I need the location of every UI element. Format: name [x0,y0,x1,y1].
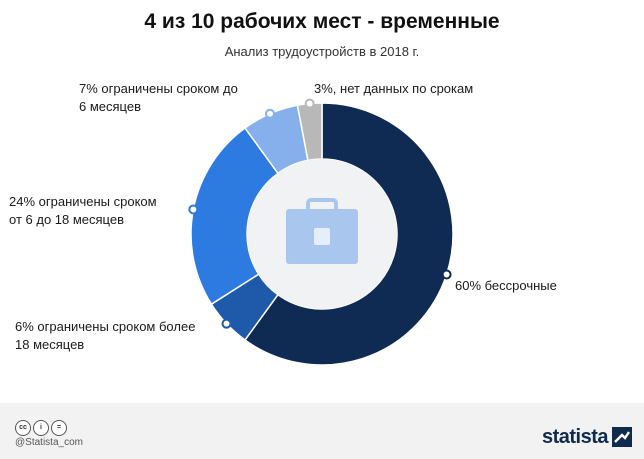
slice-marker [188,204,199,215]
footer [0,403,644,459]
label-no-data: 3%, нет данных по срокам [314,81,474,96]
chart-subtitle: Анализ трудоустройств в 2018 г. [224,44,420,59]
slice-marker [221,318,232,329]
donut-chart [188,98,454,366]
label-line: 18 месяцев [15,337,85,352]
info-icon: i [33,420,49,436]
license-icons: cc i = [15,416,69,436]
chart-title: 4 из 10 рабочих мест - временные [144,10,500,33]
label-line: от 6 до 18 месяцев [9,212,124,227]
cc-icon: cc [15,420,31,436]
social-handle: @Statista_com [15,437,83,448]
label-under-6-months: 7% ограничены сроком до 6 месяцев [79,80,238,116]
equals-icon: = [51,420,67,436]
label-line: 6% ограничены сроком более [15,319,196,334]
label-over-18-months: 6% ограничены сроком более 18 месяцев [15,318,195,354]
label-permanent: 60% бессрочные [455,278,557,293]
brand-logo[interactable]: statista [541,426,609,448]
label-6-to-18-months: 24% ограничены сроком от 6 до 18 месяцев [9,193,157,229]
label-line: 24% ограничены сроком [9,194,157,209]
slice-marker [304,98,315,109]
slice-marker [441,269,452,280]
label-line: 6 месяцев [79,99,141,114]
label-line: 7% ограничены сроком до [79,81,238,96]
briefcase-icon [286,198,358,264]
slice-marker [264,108,275,119]
statista-logo-icon [612,427,632,447]
